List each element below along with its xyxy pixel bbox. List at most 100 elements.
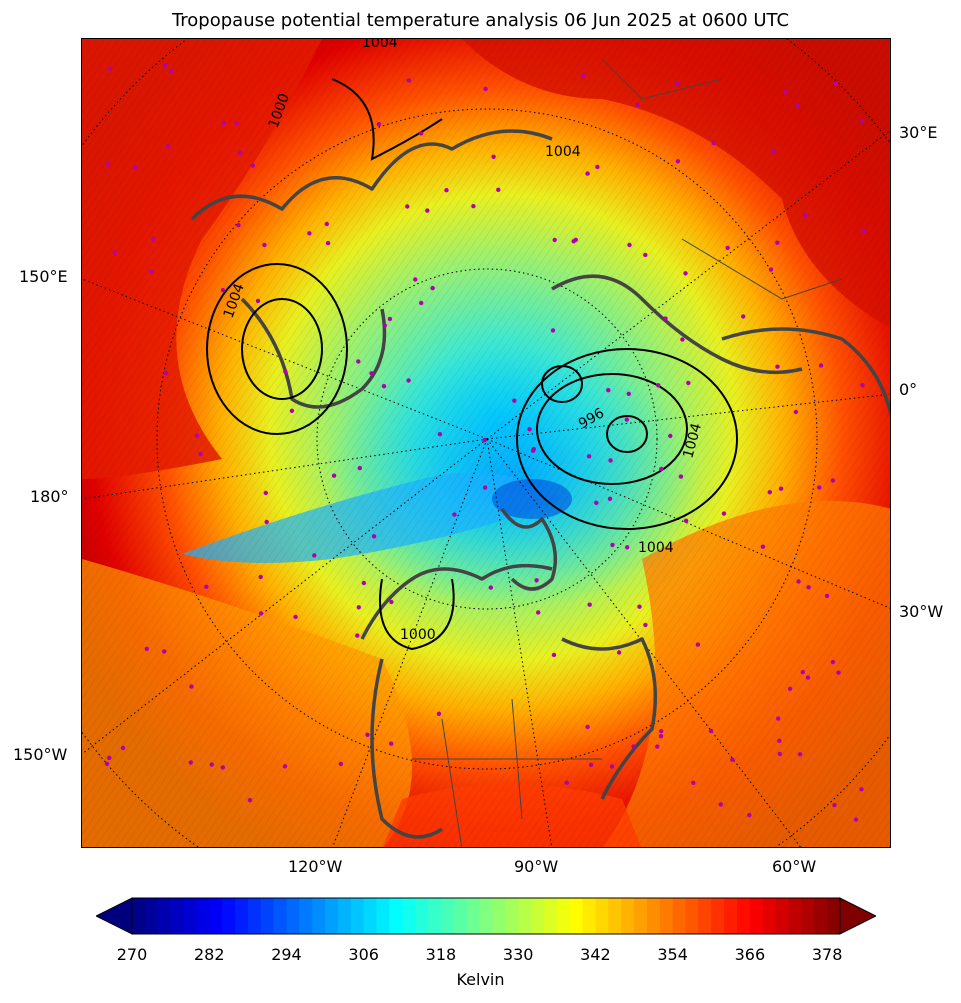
station-marker (194, 433, 200, 438)
station-marker (488, 585, 493, 590)
isobars (206, 78, 738, 651)
station-marker (595, 164, 600, 170)
station-marker (610, 542, 615, 548)
station-marker (189, 684, 194, 689)
station-marker (767, 490, 772, 495)
station-marker (656, 383, 661, 388)
colorbar-tick-label: 342 (580, 945, 611, 964)
station-marker (105, 162, 111, 167)
station-marker (659, 729, 664, 734)
colorbar-cell (711, 898, 725, 934)
station-marker (188, 760, 193, 765)
colorbar-label: Kelvin (456, 970, 505, 989)
map-panel: 1004 1004 1004 1004 1000 1000 996 1004 (81, 38, 891, 848)
station-marker (338, 761, 343, 767)
station-marker (536, 610, 541, 615)
station-marker (382, 323, 387, 328)
station-marker (237, 150, 243, 155)
station-marker (631, 744, 636, 749)
station-marker (527, 427, 532, 432)
colorbar-cell (492, 898, 506, 934)
station-marker (643, 622, 648, 628)
colorbar-cell (350, 898, 365, 934)
station-marker (637, 604, 642, 609)
station-marker (771, 149, 776, 155)
colorbar-cell (325, 898, 339, 934)
station-marker (355, 633, 360, 638)
colorbar-cell (157, 898, 172, 934)
station-marker (496, 187, 501, 192)
colorbar-tick-label: 318 (425, 945, 457, 964)
station-marker (805, 675, 811, 680)
station-marker (381, 384, 387, 389)
colorbar-cell (801, 898, 815, 934)
station-marker (797, 752, 803, 757)
station-marker (800, 669, 805, 675)
station-marker (144, 646, 149, 651)
station-marker (258, 611, 264, 616)
station-marker (675, 81, 680, 86)
colorbar-cell (659, 898, 674, 934)
station-marker (802, 213, 808, 218)
lon-label-0: 0° (899, 380, 918, 399)
station-marker (437, 432, 443, 437)
station-marker (120, 745, 126, 751)
colorbar-tick-label: 354 (657, 945, 688, 964)
station-marker (776, 716, 781, 721)
station-marker (452, 512, 457, 517)
station-marker (534, 578, 539, 583)
colorbar-tick-label: 330 (502, 945, 534, 964)
coastlines (190, 129, 890, 839)
station-marker (573, 237, 578, 242)
station-marker (793, 409, 799, 415)
contour-texture (82, 39, 890, 847)
colorbar-tick-label: 306 (348, 945, 379, 964)
colorbar-cell (685, 898, 699, 934)
lon-label-120w: 120°W (288, 857, 343, 876)
station-marker (675, 159, 681, 164)
station-marker (747, 812, 752, 818)
colorbar-cell (363, 898, 378, 934)
station-marker (691, 780, 696, 785)
colorbar-cell (196, 898, 210, 934)
station-marker (436, 711, 442, 716)
colorbar-cell (827, 898, 841, 934)
station-marker (625, 545, 630, 550)
station-marker (626, 391, 631, 396)
colorbar-cell (415, 898, 429, 934)
station-marker (356, 605, 361, 610)
station-marker (413, 277, 418, 282)
station-marker (369, 371, 374, 376)
colorbar-cell (247, 898, 262, 934)
station-marker (482, 485, 488, 490)
colorbar-cell (531, 898, 545, 934)
colorbar-cell (762, 898, 777, 934)
station-marker (264, 519, 269, 525)
colorbar-cell (543, 898, 558, 934)
station-marker (663, 316, 668, 321)
colorbar-cell (569, 898, 584, 934)
station-marker (760, 544, 766, 549)
station-marker (608, 458, 613, 463)
colorbar-cell (440, 898, 455, 934)
colorbar-cell (376, 898, 391, 934)
graticule (82, 39, 890, 847)
isobar-label: 1000 (400, 627, 436, 643)
station-marker (635, 102, 640, 108)
station-marker (209, 762, 214, 767)
station-marker (695, 642, 701, 647)
station-marker (721, 511, 727, 516)
station-marker (768, 267, 774, 272)
colorbar-cell (222, 898, 236, 934)
station-marker (585, 724, 590, 730)
station-marker (860, 119, 865, 124)
borders (412, 58, 843, 847)
station-marker (389, 599, 394, 605)
station-marker (220, 288, 226, 293)
station-marker (730, 757, 735, 762)
station-marker (247, 798, 253, 803)
station-marker (606, 388, 611, 393)
station-marker (162, 63, 167, 68)
station-marker (616, 650, 622, 655)
isobar-label: 1004 (545, 144, 581, 160)
